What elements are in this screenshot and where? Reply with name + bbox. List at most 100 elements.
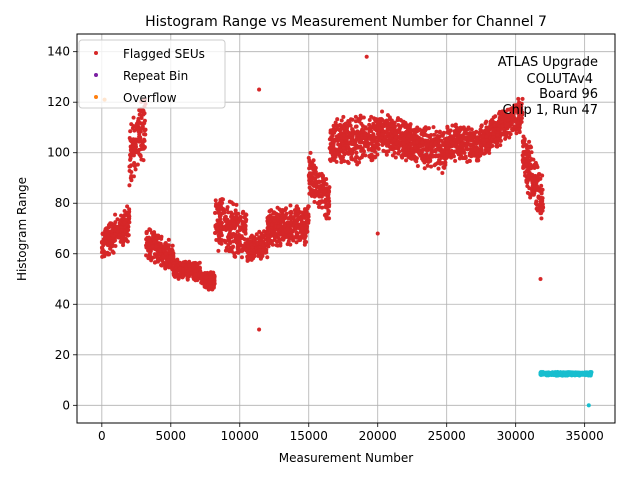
flagged-seus-point [444, 155, 450, 160]
flagged-seus-point [536, 187, 541, 192]
flagged-seus-point [217, 239, 222, 244]
flagged-seus-point [247, 239, 252, 244]
legend: Flagged SEUs Repeat Bin Overflow [78, 39, 226, 109]
flagged-seus-point [251, 237, 256, 242]
flagged-seus-point [493, 120, 498, 125]
flagged-seus-point [454, 137, 459, 142]
run-annotation: ATLAS Upgrade COLUTAv4 Board 96 Chip 1, … [498, 55, 598, 118]
flagged-seus-point [385, 128, 390, 133]
flagged-seus-point [466, 125, 471, 130]
flagged-seus-point [123, 236, 128, 241]
flagged-seus-point [435, 134, 440, 139]
x-axis-label: Measurement Number [279, 451, 413, 465]
flagged-seus-point [159, 236, 164, 241]
flagged-seus-point [345, 125, 350, 130]
flagged-seus-point [445, 124, 450, 129]
flagged-seus-point [419, 153, 424, 158]
flagged-seus-point [437, 158, 442, 163]
flagged-seus-point [265, 230, 271, 236]
flagged-seus-point [354, 124, 359, 129]
flagged-seus-point [371, 132, 376, 137]
flagged-seus-point [349, 151, 354, 156]
flagged-seus-point [150, 244, 155, 249]
flagged-seus-point [407, 153, 412, 158]
flagged-seus-point [453, 130, 458, 135]
flagged-seus-point [496, 127, 501, 132]
flagged-seus-point [326, 192, 331, 197]
flagged-seus-point [302, 207, 307, 212]
flagged-seus-point [332, 148, 337, 153]
flagged-seus-point [304, 224, 309, 229]
flagged-seus-point [123, 229, 128, 234]
flagged-seus-point [224, 219, 229, 224]
annotation-line-4: Chip 1, Run 47 [503, 103, 598, 118]
flagged-seus-point [460, 133, 465, 138]
flagged-seus-point [100, 245, 105, 250]
flagged-seus-point [139, 143, 144, 148]
flagged-seus-point [320, 173, 326, 178]
flagged-seus-point [425, 138, 430, 143]
flagged-seus-point [183, 259, 188, 264]
flagged-seus-point [375, 135, 380, 140]
flagged-seus-point [307, 181, 312, 186]
flagged-seus-point [418, 144, 423, 149]
flagged-seus-point [439, 149, 444, 154]
flagged-seus-point [288, 203, 293, 208]
flagged-seus-point [422, 166, 427, 171]
flagged-seus-point [341, 133, 346, 138]
flagged-seus-point [129, 137, 134, 142]
flagged-seus-point [120, 239, 125, 244]
flagged-seus-point [453, 122, 458, 127]
flagged-seus-point [270, 229, 275, 234]
data-point [552, 372, 557, 377]
flagged-seus-point [404, 158, 409, 163]
flagged-seus-point [516, 111, 521, 116]
flagged-seus-point [136, 137, 141, 142]
flagged-seus-point [266, 237, 271, 242]
flagged-seus-point [408, 142, 413, 147]
data-point [586, 403, 591, 408]
flagged-seus-point [368, 141, 373, 146]
flagged-seus-point [276, 216, 281, 221]
flagged-seus-point [288, 242, 293, 247]
flagged-seus-point [124, 217, 129, 222]
flagged-seus-point [181, 263, 186, 268]
flagged-seus-point [193, 269, 198, 274]
flagged-seus-point [333, 120, 338, 125]
flagged-seus-point [537, 196, 542, 201]
x-tick-label: 5000 [156, 429, 187, 443]
flagged-seus-point [128, 156, 133, 161]
flagged-seus-point [491, 127, 496, 133]
flagged-seus-point [109, 221, 114, 226]
flagged-seus-point [129, 178, 134, 183]
flagged-seus-point [330, 151, 335, 156]
flagged-seus-point [377, 138, 382, 143]
flagged-seus-point [163, 251, 168, 257]
flagged-seus-point [129, 169, 134, 175]
flagged-seus-point [356, 160, 362, 165]
flagged-seus-point [420, 140, 425, 145]
flagged-seus-point [249, 257, 254, 262]
flagged-seus-point [221, 226, 226, 231]
flagged-seus-point [283, 206, 289, 211]
flagged-seus-point [161, 254, 166, 259]
flagged-seus-point [465, 147, 470, 152]
flagged-seus-point [449, 149, 454, 155]
flagged-seus-point [277, 207, 282, 212]
flagged-seus-point [481, 137, 486, 142]
flagged-seus-point [450, 141, 455, 146]
flagged-seus-point [131, 115, 136, 120]
flagged-seus-point [235, 242, 240, 248]
flagged-seus-point [266, 244, 271, 249]
flagged-seus-point [104, 251, 109, 256]
flagged-seus-point [195, 264, 200, 269]
flagged-seus-point [413, 145, 418, 150]
x-tick-label: 0 [98, 429, 106, 443]
flagged-seus-point [243, 230, 248, 235]
flagged-seus-point [435, 154, 441, 159]
flagged-seus-point [140, 125, 145, 130]
y-tick-label: 140 [47, 45, 70, 59]
flagged-seus-point [398, 125, 403, 130]
flagged-seus-point [520, 96, 525, 101]
flagged-seus-point [241, 209, 246, 214]
